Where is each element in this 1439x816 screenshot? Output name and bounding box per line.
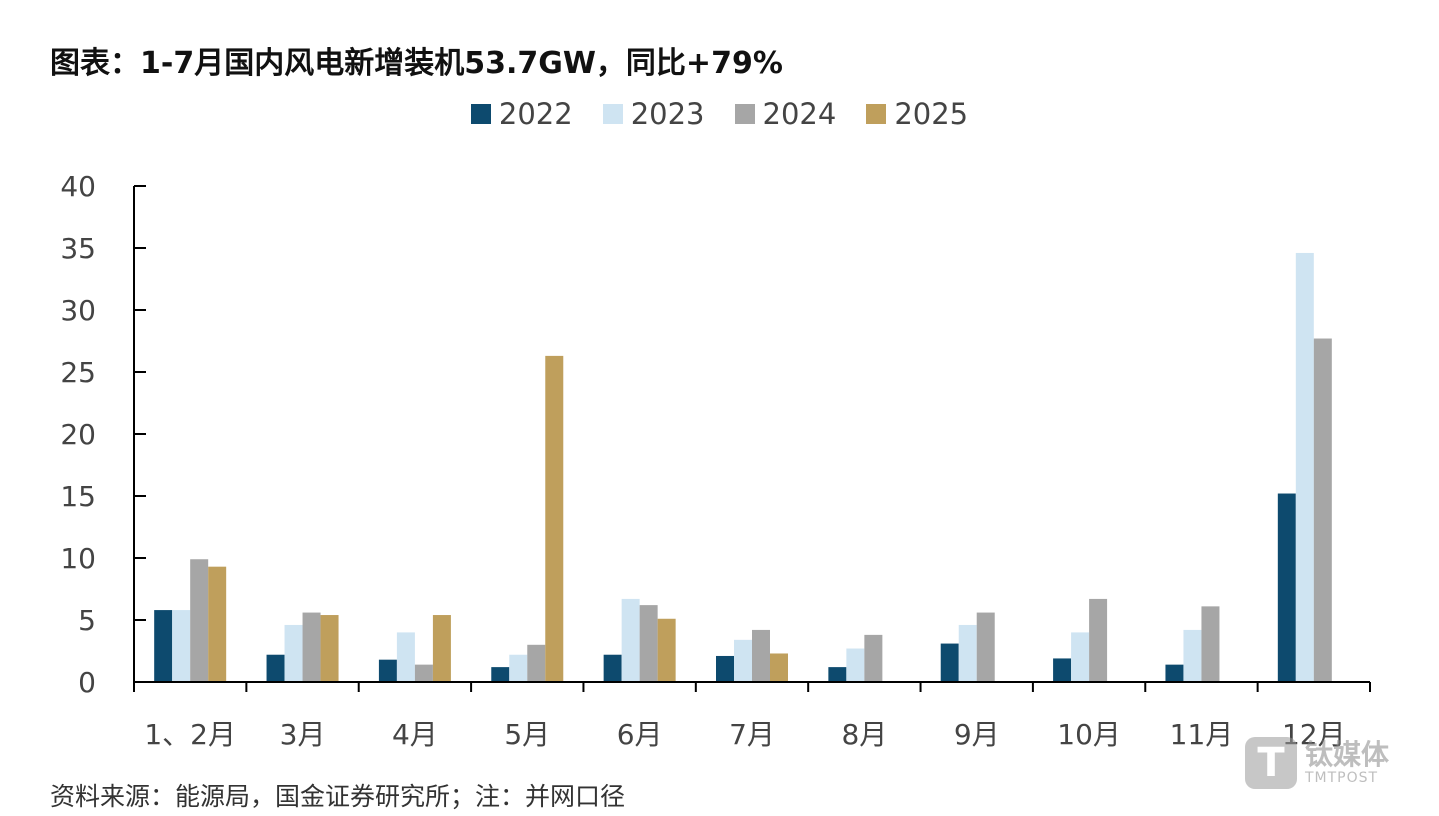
bar-2024-6: [864, 634, 883, 682]
bar-2023-8: [1071, 632, 1090, 682]
bar-2023-6: [846, 648, 865, 682]
bar-2022-1: [266, 654, 285, 682]
bar-2024-8: [1089, 598, 1108, 682]
bar-2022-2: [378, 659, 397, 682]
bar-2022-4: [603, 654, 622, 682]
bar-chart: 0 5 10 15 20 25 30 35 40 1、2月 3月 4月 5月 6月 7月 8月 9月 10月 11月…: [60, 170, 1371, 751]
bar-2025-4: [657, 618, 676, 682]
tmtpost-logo-icon: T: [1245, 737, 1297, 789]
bar-2023-9: [1183, 629, 1202, 682]
bar-2022-7: [940, 643, 959, 682]
bar-2023-10: [1295, 252, 1314, 682]
y-tick-label: 0: [78, 666, 96, 699]
legend-label-2023: 2023: [630, 97, 705, 131]
bar-2024-4: [639, 605, 658, 682]
watermark-name: 钛媒体: [1305, 738, 1390, 771]
legend-swatch-2022: [470, 104, 491, 124]
bar-2024-9: [1201, 606, 1220, 682]
y-tick-label: 20: [60, 418, 96, 451]
bar-2025-1: [320, 615, 339, 682]
bar-2024-3: [527, 644, 546, 682]
bar-2023-7: [958, 624, 977, 682]
bar-2023-5: [734, 639, 752, 682]
y-tick-label: 15: [60, 480, 96, 513]
y-tick-label: 10: [60, 542, 96, 575]
bar-2022-5: [716, 655, 734, 682]
x-category-label: 1、2月: [144, 718, 236, 751]
legend-swatch-2023: [602, 104, 623, 124]
bar-2025-5: [770, 653, 788, 682]
x-category-label: 4月: [392, 718, 438, 751]
x-category-label: 6月: [617, 718, 663, 751]
y-tick-label: 5: [78, 604, 96, 637]
y-tick-label: 25: [60, 356, 96, 389]
legend-label-2024: 2024: [762, 97, 837, 131]
bar-2024-7: [976, 612, 995, 682]
bar-2022-9: [1165, 664, 1184, 682]
bar-2024-5: [752, 629, 770, 682]
legend-item-2024: 2024: [734, 97, 837, 131]
x-category-label: 5月: [504, 718, 550, 751]
bar-2023-4: [621, 598, 640, 682]
x-category-label: 3月: [280, 718, 326, 751]
x-category-label: 7月: [729, 718, 775, 751]
legend-swatch-2025: [866, 104, 887, 124]
bar-2022-0: [154, 610, 173, 682]
y-tick-label: 40: [60, 170, 96, 203]
legend-item-2025: 2025: [866, 97, 968, 131]
y-tick-label: 30: [60, 294, 96, 327]
x-category-label: 8月: [841, 718, 887, 751]
bar-2024-2: [414, 664, 433, 682]
watermark-name-en: TMTPOST: [1305, 770, 1379, 786]
bar-2024-10: [1313, 338, 1332, 682]
bar-2024-1: [302, 612, 321, 682]
chart-legend: 2022 2023 2024 2025: [0, 97, 1439, 131]
bar-2023-2: [396, 632, 415, 682]
legend-label-2025: 2025: [894, 97, 969, 131]
bar-2025-2: [432, 615, 451, 682]
y-tick-label: 35: [60, 232, 96, 265]
watermark: T 钛媒体 TMTPOST: [1245, 737, 1389, 789]
bar-2023-0: [172, 610, 191, 682]
bar-2022-10: [1277, 493, 1296, 682]
legend-swatch-2024: [734, 104, 755, 124]
bar-2023-3: [509, 654, 528, 682]
bar-2023-1: [284, 624, 303, 682]
x-category-label: 11月: [1170, 718, 1234, 751]
watermark-text: 钛媒体 TMTPOST: [1305, 738, 1390, 787]
x-category-label: 9月: [954, 718, 1000, 751]
x-category-label: 10月: [1057, 718, 1121, 751]
source-note: 资料来源：能源局，国金证券研究所；注：并网口径: [50, 782, 626, 811]
bar-2025-0: [208, 566, 227, 682]
bar-2022-3: [491, 667, 510, 682]
legend-item-2023: 2023: [602, 97, 705, 131]
bar-2025-3: [545, 355, 564, 682]
bar-2022-8: [1053, 658, 1072, 682]
bar-2022-6: [828, 667, 847, 682]
legend-label-2022: 2022: [498, 97, 573, 131]
chart-title: 图表：1-7月国内风电新增装机53.7GW，同比+79%: [50, 46, 783, 81]
bar-2024-0: [190, 559, 209, 682]
legend-item-2022: 2022: [470, 97, 573, 131]
